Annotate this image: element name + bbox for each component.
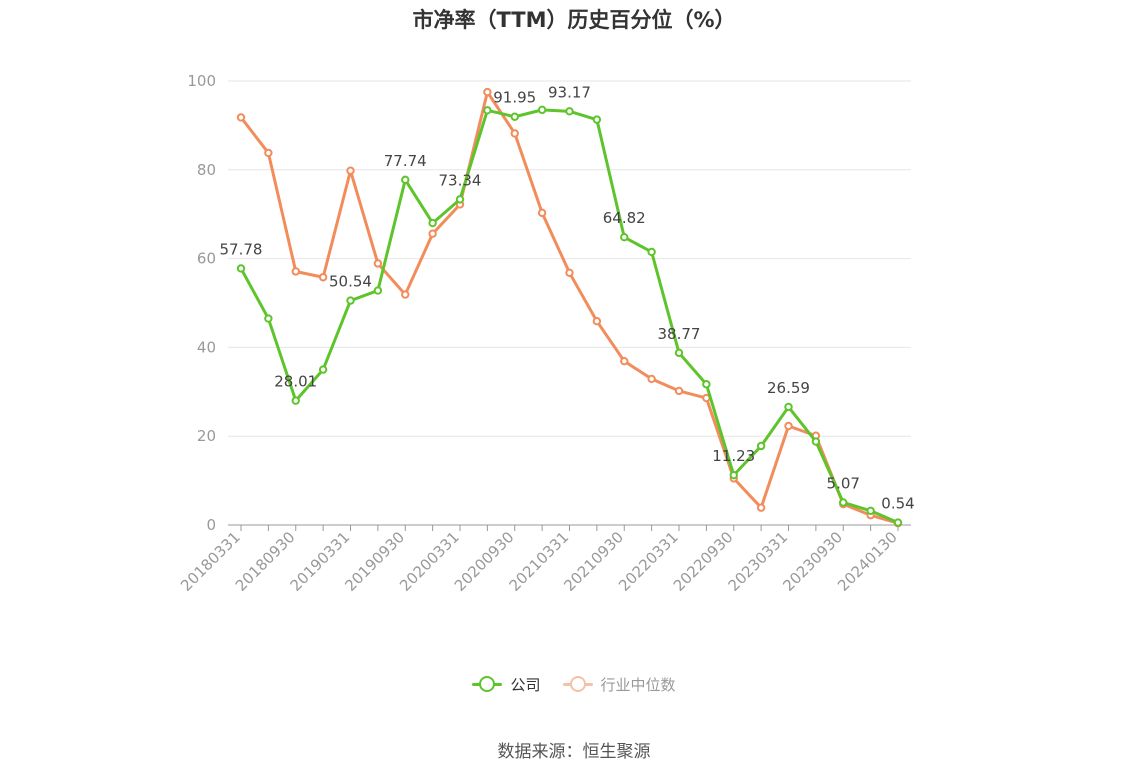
data-point-industry-median: [674, 386, 684, 396]
data-label: 11.23: [712, 447, 755, 465]
series-line-company: [239, 108, 899, 524]
data-label: 91.95: [493, 89, 536, 107]
data-point-company: [893, 518, 903, 527]
y-tick-label: 60: [197, 250, 216, 268]
chart-title: 市净率（TTM）历史百分位（%）: [412, 8, 736, 32]
data-point-industry-median: [620, 356, 629, 366]
y-tick-label: 20: [197, 427, 216, 445]
y-tick-label: 100: [187, 72, 216, 90]
data-point-industry-median: [483, 87, 492, 97]
data-label: 28.01: [274, 373, 317, 391]
data-point-company: [784, 402, 793, 412]
legend-marker-industry-median-icon: [562, 672, 593, 696]
data-label: 0.54: [881, 495, 914, 513]
data-label: 5.07: [827, 474, 860, 492]
y-tick-label: 40: [197, 338, 216, 356]
data-label: 73.34: [439, 171, 482, 189]
data-point-company: [401, 175, 410, 185]
data-label: 26.59: [767, 379, 810, 397]
data-point-industry-median: [537, 208, 547, 218]
data-label: 77.74: [384, 152, 427, 170]
legend-marker-company-icon: [472, 672, 503, 696]
data-point-company: [702, 380, 711, 389]
y-tick-label: 80: [197, 161, 216, 179]
data-point-company: [236, 264, 246, 273]
series-line-industry-median: [239, 90, 899, 525]
data-point-industry-median: [647, 374, 656, 384]
data-point-industry-median: [592, 317, 602, 326]
data-label: 57.78: [220, 240, 263, 258]
data-point-industry-median: [565, 268, 574, 278]
data-point-industry-median: [401, 290, 410, 299]
data-point-industry-median: [373, 259, 383, 268]
data-point-company: [428, 218, 437, 228]
data-point-industry-median: [236, 113, 246, 122]
data-point-company: [592, 115, 602, 124]
data-point-company: [674, 348, 684, 358]
data-point-company: [483, 106, 492, 115]
legend-label-industry-median: 行业中位数: [600, 675, 676, 694]
data-point-industry-median: [264, 148, 273, 158]
data-point-industry-median: [428, 229, 437, 238]
legend: 公司 行业中位数: [0, 672, 1148, 696]
data-point-industry-median: [510, 129, 519, 138]
data-point-company: [346, 296, 355, 305]
data-point-company: [318, 365, 328, 374]
data-point-industry-median: [318, 273, 328, 282]
data-point-industry-median: [346, 166, 355, 175]
y-tick-label: 0: [206, 516, 216, 534]
data-label: 64.82: [603, 209, 646, 227]
data-label: 50.54: [329, 273, 372, 291]
data-point-company: [811, 437, 821, 446]
data-point-company: [620, 232, 629, 242]
data-point-company: [839, 498, 848, 507]
data-point-company: [510, 112, 519, 121]
data-point-company: [373, 286, 383, 295]
data-point-company: [537, 105, 547, 115]
data-point-company: [756, 441, 766, 451]
data-label: 93.17: [548, 83, 591, 101]
data-point-company: [565, 107, 574, 116]
data-label: 38.77: [658, 325, 701, 343]
x-tick-label: 20240130: [834, 528, 901, 595]
legend-item-industry-median[interactable]: 行业中位数: [562, 672, 676, 696]
data-point-company: [264, 314, 273, 323]
data-point-company: [455, 195, 465, 204]
data-point-industry-median: [784, 421, 793, 431]
legend-label-company: 公司: [510, 675, 541, 694]
line-chart: 0204060801002018033120180930201903312019…: [177, 72, 915, 595]
data-point-industry-median: [756, 503, 766, 512]
data-point-company: [647, 247, 656, 257]
data-point-company: [729, 470, 738, 480]
data-point-company: [866, 506, 875, 515]
data-point-company: [291, 396, 300, 405]
data-point-industry-median: [291, 267, 300, 276]
data-source-note: 数据来源：恒生聚源: [497, 742, 651, 762]
legend-item-company[interactable]: 公司: [472, 672, 541, 696]
